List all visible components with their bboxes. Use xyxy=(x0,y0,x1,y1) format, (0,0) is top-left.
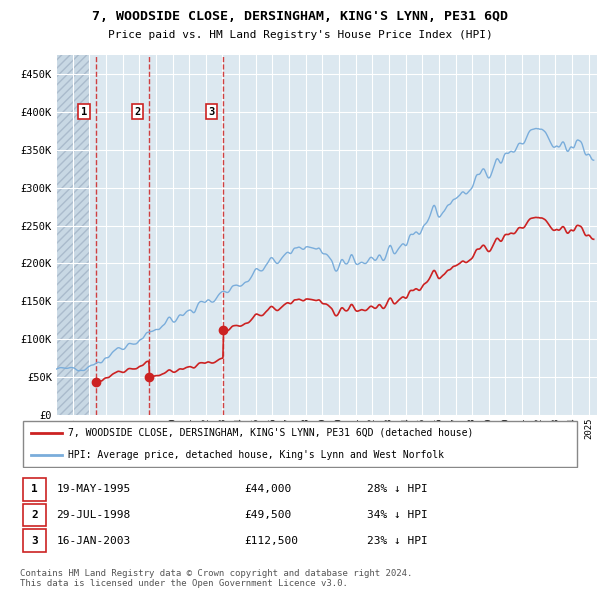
Text: 7, WOODSIDE CLOSE, DERSINGHAM, KING'S LYNN, PE31 6QD: 7, WOODSIDE CLOSE, DERSINGHAM, KING'S LY… xyxy=(92,10,508,23)
Text: £112,500: £112,500 xyxy=(244,536,298,546)
Text: Contains HM Land Registry data © Crown copyright and database right 2024.: Contains HM Land Registry data © Crown c… xyxy=(20,569,412,578)
Text: 3: 3 xyxy=(31,536,38,546)
FancyBboxPatch shape xyxy=(23,504,46,526)
Text: 2: 2 xyxy=(31,510,38,520)
Text: £44,000: £44,000 xyxy=(244,484,291,494)
FancyBboxPatch shape xyxy=(23,478,46,500)
FancyBboxPatch shape xyxy=(23,529,46,552)
Text: 1: 1 xyxy=(81,107,87,117)
Text: HPI: Average price, detached house, King's Lynn and West Norfolk: HPI: Average price, detached house, King… xyxy=(68,450,443,460)
Text: 23% ↓ HPI: 23% ↓ HPI xyxy=(367,536,428,546)
Text: 1: 1 xyxy=(31,484,38,494)
Text: Price paid vs. HM Land Registry's House Price Index (HPI): Price paid vs. HM Land Registry's House … xyxy=(107,30,493,40)
Text: 28% ↓ HPI: 28% ↓ HPI xyxy=(367,484,428,494)
Text: 34% ↓ HPI: 34% ↓ HPI xyxy=(367,510,428,520)
Text: 3: 3 xyxy=(209,107,215,117)
Text: £49,500: £49,500 xyxy=(244,510,291,520)
Text: This data is licensed under the Open Government Licence v3.0.: This data is licensed under the Open Gov… xyxy=(20,579,348,588)
Text: 16-JAN-2003: 16-JAN-2003 xyxy=(56,536,131,546)
Text: 2: 2 xyxy=(134,107,140,117)
FancyBboxPatch shape xyxy=(23,421,577,467)
Text: 7, WOODSIDE CLOSE, DERSINGHAM, KING'S LYNN, PE31 6QD (detached house): 7, WOODSIDE CLOSE, DERSINGHAM, KING'S LY… xyxy=(68,428,473,438)
Bar xyxy=(56,55,89,415)
Text: 19-MAY-1995: 19-MAY-1995 xyxy=(56,484,131,494)
Text: 29-JUL-1998: 29-JUL-1998 xyxy=(56,510,131,520)
